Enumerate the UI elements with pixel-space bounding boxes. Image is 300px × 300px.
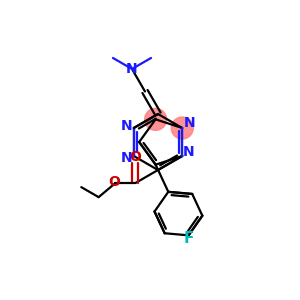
Text: O: O [109, 175, 120, 189]
Text: O: O [130, 150, 141, 164]
Circle shape [171, 117, 193, 139]
Text: N: N [121, 119, 133, 133]
Circle shape [145, 108, 166, 130]
Text: N: N [121, 151, 133, 165]
Text: F: F [183, 231, 194, 246]
Text: N: N [183, 116, 195, 130]
Text: N: N [182, 145, 194, 159]
Text: N: N [126, 62, 138, 76]
